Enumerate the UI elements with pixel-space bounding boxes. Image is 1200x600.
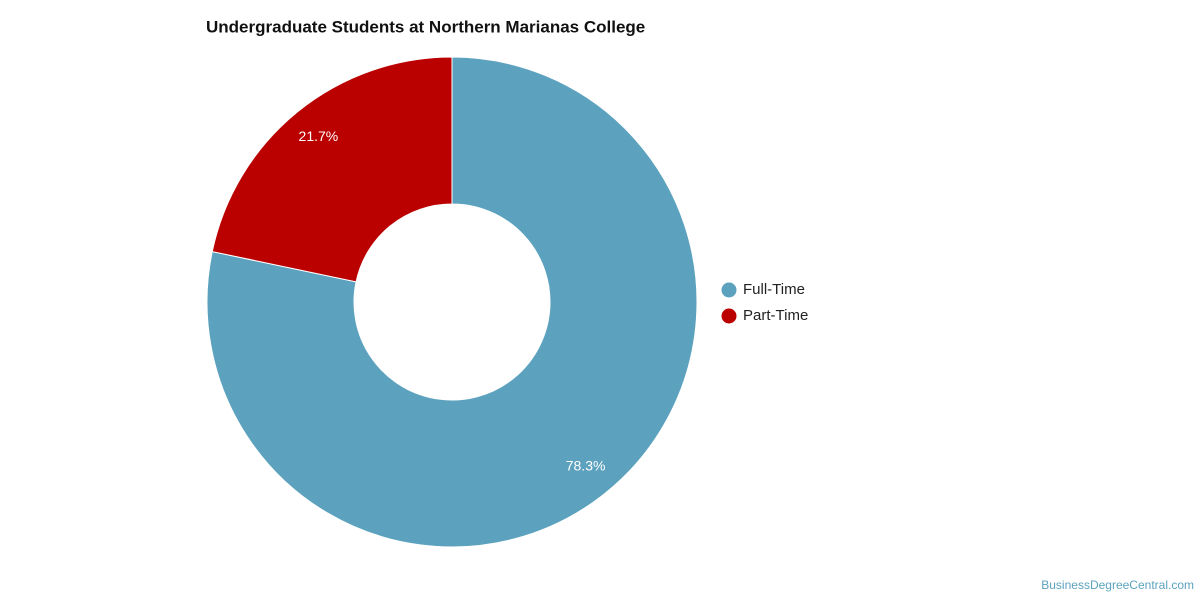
legend-marker: [721, 308, 737, 324]
chart-title: Undergraduate Students at Northern Maria…: [206, 17, 645, 36]
legend-label: Full-Time: [743, 281, 805, 298]
legend-marker: [721, 282, 737, 298]
source-credit: BusinessDegreeCentral.com: [1041, 578, 1194, 592]
data-label: 21.7%: [299, 128, 339, 144]
data-label: 78.3%: [566, 457, 606, 473]
donut-slice: [206, 56, 698, 548]
legend-label: Part-Time: [743, 307, 808, 324]
donut-slice: [211, 56, 453, 283]
